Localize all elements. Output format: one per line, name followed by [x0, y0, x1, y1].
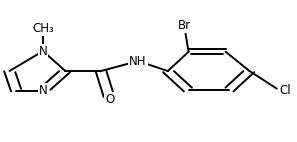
Text: Cl: Cl	[279, 84, 291, 97]
Text: N: N	[39, 45, 48, 58]
Text: Br: Br	[178, 19, 191, 32]
Text: CH₃: CH₃	[32, 22, 54, 35]
Text: N: N	[39, 84, 48, 97]
Text: O: O	[105, 93, 115, 106]
Text: NH: NH	[129, 55, 147, 68]
